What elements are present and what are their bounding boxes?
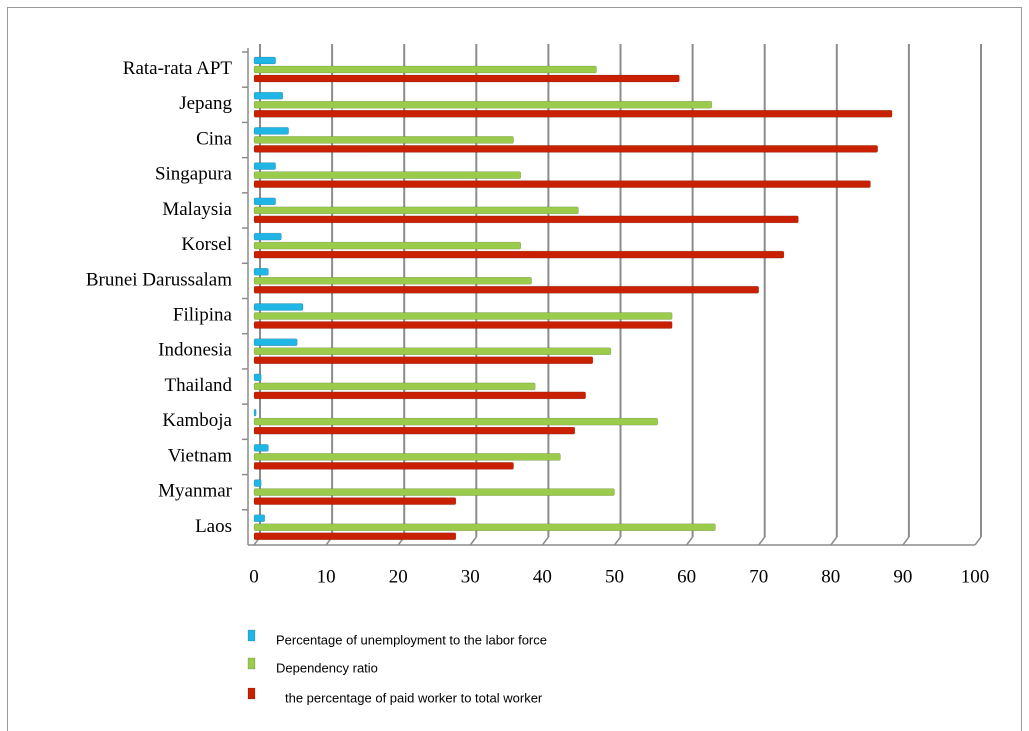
y-tick-label: Thailand [164, 375, 232, 396]
bar [253, 338, 298, 346]
x-tick-label: 100 [961, 566, 990, 587]
bar [253, 74, 680, 83]
chart-frame [7, 7, 1022, 731]
x-tick-label: 60 [677, 566, 696, 587]
grid-floor [469, 536, 477, 546]
bar [253, 65, 597, 74]
bar [253, 197, 276, 206]
bar [253, 136, 514, 144]
bar [253, 347, 612, 355]
bar [253, 277, 532, 285]
bar [253, 497, 457, 505]
grid-floor [902, 536, 910, 546]
bar [253, 127, 289, 135]
bar [253, 171, 522, 179]
x-tick-label: 30 [461, 566, 480, 587]
y-tick-label: Singapura [155, 164, 233, 185]
x-tick-label: 80 [821, 566, 840, 587]
y-tick-label: Korsel [181, 234, 232, 255]
grid-floor [613, 536, 622, 546]
y-tick-label: Filipina [173, 304, 233, 325]
bar [253, 523, 716, 532]
x-tick-label: 40 [533, 566, 552, 587]
bar [253, 453, 561, 461]
y-tick-label: Indonesia [158, 340, 232, 361]
y-tick-label: Jepang [179, 93, 232, 114]
bar [253, 91, 284, 100]
x-tick-label: 10 [317, 566, 336, 587]
bar [253, 206, 579, 215]
bar [253, 286, 759, 294]
bar [253, 373, 262, 382]
legend-label: Percentage of unemployment to the labor … [276, 632, 547, 647]
bar [253, 303, 304, 311]
legend-swatch [247, 687, 256, 700]
legend-swatch [247, 657, 256, 670]
bar [253, 356, 594, 364]
grid-floor [758, 536, 766, 546]
bar [253, 250, 785, 259]
bar [253, 56, 276, 65]
bar [253, 109, 893, 118]
y-tick-label: Vietnam [168, 445, 233, 466]
y-tick-label: Malaysia [162, 199, 232, 220]
grid-floor [830, 536, 838, 546]
bar [253, 241, 522, 250]
y-tick-label: Myanmar [158, 481, 233, 502]
bar [253, 100, 713, 109]
legend-label: the percentage of paid worker to total w… [285, 690, 543, 705]
bar [253, 391, 586, 400]
bar [253, 268, 269, 276]
bar [253, 162, 276, 170]
bar [253, 232, 282, 241]
bar [253, 180, 871, 188]
bar [253, 417, 659, 426]
grid-floor [974, 536, 982, 546]
bar [253, 408, 257, 417]
bar [253, 462, 514, 470]
bar [253, 479, 262, 487]
y-tick-label: Brunei Darussalam [86, 269, 232, 290]
grid-floor [685, 536, 694, 546]
bar [253, 426, 576, 435]
y-tick-label: Rata-rata APT [123, 58, 233, 79]
bar [253, 488, 615, 496]
y-tick-label: Cina [196, 128, 232, 149]
y-tick-label: Kamboja [162, 410, 232, 431]
x-tick-label: 20 [389, 566, 408, 587]
legend-label: Dependency ratio [276, 660, 378, 675]
legend-swatch [247, 629, 256, 642]
x-tick-label: 70 [749, 566, 768, 587]
bar [253, 215, 799, 224]
grid-floor [541, 536, 550, 546]
bar [253, 532, 457, 541]
bar [253, 312, 673, 320]
bar [253, 145, 878, 153]
bar [253, 444, 269, 452]
y-tick-label: Laos [195, 516, 232, 537]
x-tick-label: 50 [605, 566, 624, 587]
x-tick-label: 0 [249, 566, 259, 587]
x-tick-label: 90 [893, 566, 912, 587]
bar [253, 514, 266, 523]
bar [253, 321, 673, 329]
bar [253, 382, 536, 391]
